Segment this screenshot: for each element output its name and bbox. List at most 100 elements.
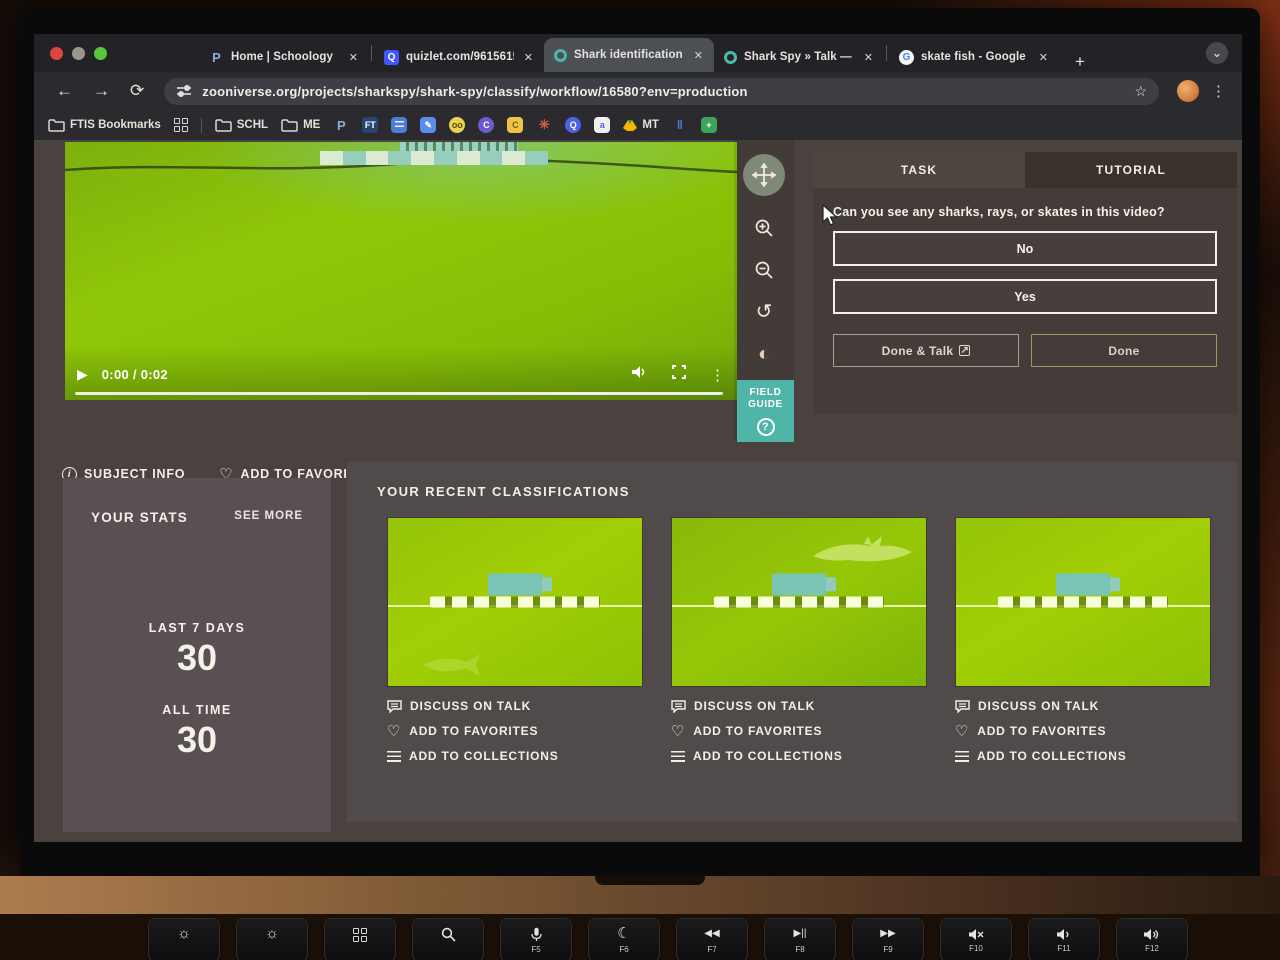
- bookmark-list-icon[interactable]: [391, 117, 408, 133]
- shark-shape: [813, 536, 912, 562]
- see-more-link[interactable]: SEE MORE: [234, 510, 303, 522]
- classification-thumbnail[interactable]: [387, 517, 643, 687]
- bookmark-drive-mt[interactable]: MT: [623, 119, 659, 131]
- key-mission-control[interactable]: [324, 918, 396, 960]
- key-fast-forward[interactable]: ▶▶ F9: [852, 918, 924, 960]
- discuss-on-talk-link[interactable]: DISCUSS ON TALK: [955, 699, 1211, 713]
- reset-rotate-button[interactable]: ↺: [755, 301, 773, 323]
- field-guide-button[interactable]: FIELD GUIDE ?: [737, 380, 794, 442]
- add-to-favorites-link[interactable]: ♡ ADD TO FAVORITES: [955, 722, 1211, 740]
- recent-classifications-panel: YOUR RECENT CLASSIFICATIONS DISCUSS ON T…: [347, 462, 1237, 822]
- minimize-window-button[interactable]: [72, 46, 85, 60]
- bookmark-star-icon[interactable]: ☆: [1134, 82, 1147, 99]
- add-to-favorites-link[interactable]: ♡ ADD TO FAVORITES: [387, 722, 643, 740]
- heart-icon: ♡: [955, 723, 970, 740]
- last7-value: 30: [176, 637, 218, 678]
- close-window-button[interactable]: [50, 46, 63, 60]
- video-menu-icon[interactable]: ⋮: [710, 366, 725, 384]
- key-volume-down[interactable]: F11: [1028, 918, 1100, 960]
- answer-yes-button[interactable]: Yes: [833, 279, 1217, 314]
- answer-no-button[interactable]: No: [833, 231, 1217, 266]
- close-icon[interactable]: ✕: [1038, 51, 1048, 64]
- bookmark-schoology-icon[interactable]: P: [336, 117, 346, 133]
- subject-info-label: SUBJECT INFO: [84, 467, 186, 481]
- mute-icon: [969, 928, 984, 940]
- reload-button[interactable]: ⟳: [130, 81, 145, 100]
- key-volume-up[interactable]: F12: [1116, 918, 1188, 960]
- profile-avatar[interactable]: [1177, 80, 1199, 102]
- bookmark-asterisk-icon[interactable]: ✳: [538, 117, 550, 132]
- tab-label: Shark identification and abun: [574, 49, 684, 61]
- discuss-on-talk-link[interactable]: DISCUSS ON TALK: [387, 699, 643, 713]
- key-dictation[interactable]: F5: [500, 918, 572, 960]
- key-spotlight[interactable]: [412, 918, 484, 960]
- bookmarks-separator: [200, 117, 202, 133]
- video-controls: ▶ 0:00 / 0:02 ⋮: [77, 365, 725, 384]
- zooniverse-icon: [724, 50, 737, 64]
- add-to-collections-link[interactable]: ADD TO COLLECTIONS: [387, 749, 643, 763]
- zoom-in-button[interactable]: [754, 218, 774, 238]
- favorites-label: ADD TO FAVORITES: [240, 467, 375, 481]
- close-icon[interactable]: ✕: [348, 51, 358, 64]
- new-tab-button[interactable]: +: [1075, 52, 1085, 71]
- bookmark-ft-icon[interactable]: FT: [362, 117, 379, 133]
- tab-tutorial[interactable]: TUTORIAL: [1025, 152, 1237, 188]
- bookmark-folder-schl[interactable]: SCHL: [215, 118, 268, 132]
- tab-schoology[interactable]: P Home | Schoology ✕: [199, 42, 369, 72]
- bookmark-smiley-icon[interactable]: oo: [449, 117, 466, 133]
- recent-title: YOUR RECENT CLASSIFICATIONS: [377, 484, 630, 499]
- measuring-bar: [320, 151, 548, 165]
- key-play-pause[interactable]: ▶|| F8: [764, 918, 836, 960]
- done-button[interactable]: Done: [1031, 334, 1217, 367]
- chrome-menu-icon[interactable]: ⋮: [1211, 83, 1226, 100]
- add-to-collections-link[interactable]: ADD TO COLLECTIONS: [671, 749, 927, 763]
- zoom-out-button[interactable]: [754, 260, 774, 280]
- apps-grid-icon[interactable]: [173, 118, 188, 132]
- zoom-window-button[interactable]: [94, 46, 107, 60]
- subject-video-player[interactable]: ▶ 0:00 / 0:02 ⋮: [65, 142, 737, 400]
- tab-task[interactable]: TASK: [813, 152, 1025, 188]
- done-and-talk-button[interactable]: Done & Talk ↗: [833, 334, 1019, 367]
- key-brightness-down[interactable]: ☼: [148, 918, 220, 960]
- bookmark-pencil-icon[interactable]: ✎: [420, 117, 437, 133]
- tab-shark-talk[interactable]: Shark Spy » Talk — Zoonivers ✕: [714, 42, 884, 72]
- key-brightness-up[interactable]: ☼: [236, 918, 308, 960]
- tab-shark-classify-active[interactable]: Shark identification and abun ✕: [544, 38, 714, 72]
- tab-quizlet[interactable]: Q quizlet.com/961561531/print ✕: [374, 42, 544, 72]
- tab-search-chevron-button[interactable]: ⌄: [1206, 42, 1228, 64]
- bookmark-bars-icon[interactable]: ‖: [676, 118, 683, 132]
- key-rewind[interactable]: ◀◀ F7: [676, 918, 748, 960]
- bookmarks-manager[interactable]: FTIS Bookmarks: [48, 118, 161, 132]
- bookmark-c-yellow-icon[interactable]: C: [507, 117, 524, 133]
- address-bar[interactable]: zooniverse.org/projects/sharkspy/shark-s…: [164, 77, 1159, 105]
- task-panel-tabs: TASK TUTORIAL: [813, 152, 1237, 188]
- discuss-on-talk-link[interactable]: DISCUSS ON TALK: [671, 699, 927, 713]
- play-icon[interactable]: ▶: [77, 366, 88, 382]
- bookmark-folder-me[interactable]: ME: [281, 118, 320, 132]
- site-settings-icon[interactable]: [176, 84, 192, 98]
- bookmark-plus-icon[interactable]: +: [700, 117, 717, 133]
- your-stats-panel: YOUR STATS SEE MORE LAST 7 DAYS 30 ALL T…: [63, 478, 331, 832]
- bookmark-q-blue-icon[interactable]: Q: [565, 117, 582, 133]
- add-to-collections-link[interactable]: ADD TO COLLECTIONS: [955, 749, 1211, 763]
- key-mute[interactable]: F10: [940, 918, 1012, 960]
- forward-button[interactable]: →: [93, 81, 110, 100]
- close-icon[interactable]: ✕: [523, 51, 533, 64]
- browser-toolbar: ← → ⟳ zooniverse.org/projects/sharkspy/s…: [34, 72, 1242, 110]
- classification-thumbnail[interactable]: [955, 517, 1211, 687]
- bookmark-c-purple-icon[interactable]: C: [478, 117, 495, 133]
- pan-tool-button[interactable]: [743, 154, 785, 196]
- talk-bubble-icon: [955, 699, 970, 713]
- classification-thumbnail[interactable]: [671, 517, 927, 687]
- volume-icon[interactable]: [631, 365, 648, 384]
- bookmark-notebook-icon[interactable]: a: [594, 117, 611, 133]
- fullscreen-icon[interactable]: [672, 365, 686, 384]
- close-icon[interactable]: ✕: [693, 49, 703, 62]
- key-focus[interactable]: ☾ F6: [588, 918, 660, 960]
- close-icon[interactable]: ✕: [863, 51, 873, 64]
- invert-contrast-button[interactable]: ◐: [757, 343, 771, 365]
- video-progress-bar[interactable]: [75, 392, 723, 395]
- tab-google-search[interactable]: G skate fish - Google Search ✕: [889, 42, 1059, 72]
- add-to-favorites-link[interactable]: ♡ ADD TO FAVORITES: [671, 722, 927, 740]
- back-button[interactable]: ←: [56, 81, 73, 100]
